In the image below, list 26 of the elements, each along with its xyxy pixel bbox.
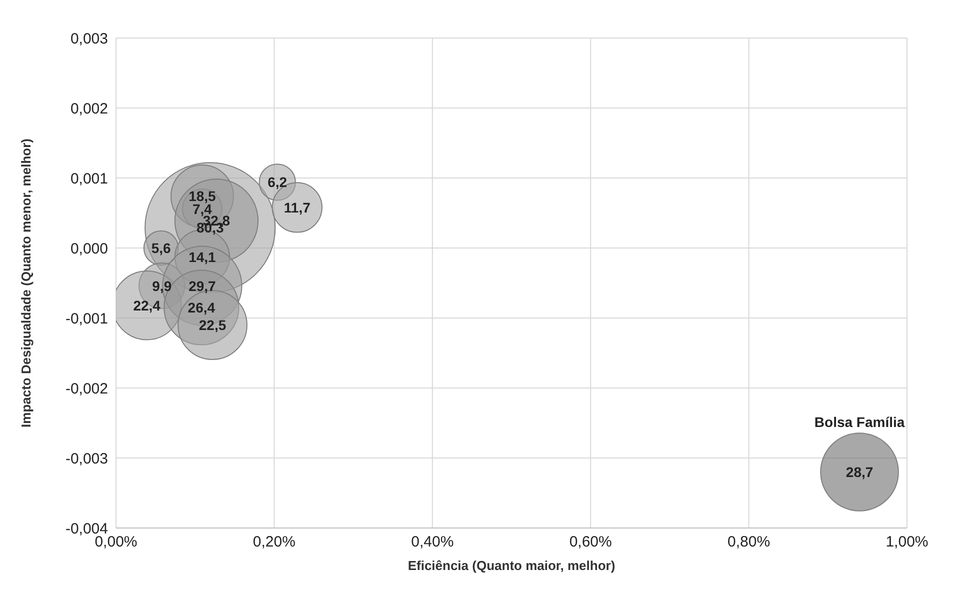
data-label: 28,7	[846, 464, 874, 480]
y-tick-label: 0,002	[70, 100, 108, 118]
x-axis-title: Eficiência (Quanto maior, melhor)	[408, 558, 616, 573]
x-tick-label: 0,20%	[252, 534, 296, 551]
annotation: Bolsa Família	[814, 414, 905, 430]
y-tick-label: 0,003	[70, 30, 108, 48]
x-tick-label: 0,80%	[728, 534, 770, 551]
data-label: 9,9	[152, 278, 172, 294]
y-tick-label: 0,000	[70, 240, 108, 258]
y-tick-label: -0,002	[65, 380, 108, 398]
data-label: 14,1	[188, 249, 216, 266]
x-tick-label: 0,40%	[411, 534, 454, 551]
data-label: 22,5	[198, 316, 226, 333]
data-label: 29,7	[188, 278, 216, 294]
x-tick-label: 1,00%	[886, 534, 928, 551]
x-tick-label: 0,60%	[569, 534, 612, 551]
data-label: 6,2	[268, 174, 288, 190]
data-label: 26,4	[188, 299, 216, 316]
data-label: 5,6	[151, 240, 172, 256]
data-label: 11,7	[284, 199, 311, 216]
y-tick-label: -0,001	[65, 310, 108, 328]
y-axis-title: Impacto Desigualdade (Quanto menor, melhor)	[18, 138, 34, 428]
y-tick-label: -0,003	[65, 450, 108, 468]
y-tick-label: 0,001	[70, 170, 108, 188]
data-label: 18,5	[188, 188, 216, 204]
data-label: 22,4	[133, 297, 161, 314]
